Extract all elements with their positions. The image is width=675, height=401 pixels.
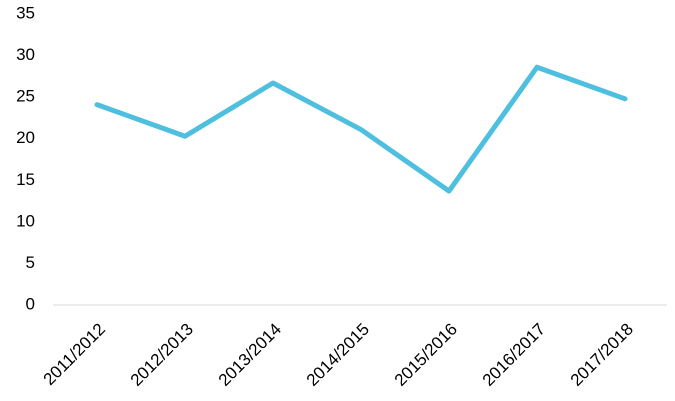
x-tick-label: 2016/2017 [479,320,549,390]
x-tick-label: 2013/2014 [215,320,285,390]
y-tick-label: 30 [16,45,35,64]
x-tick-label: 2012/2013 [127,320,197,390]
y-tick-label: 5 [26,253,35,272]
y-tick-label: 35 [16,3,35,22]
y-tick-label: 0 [26,294,35,313]
line-series [94,64,628,194]
y-tick-label: 15 [16,170,35,189]
x-tick-label: 2015/2016 [391,320,461,390]
y-tick-label: 10 [16,211,35,230]
x-tick-label: 2014/2015 [303,320,373,390]
x-tick-label: 2011/2012 [40,320,109,389]
y-tick-label: 25 [16,87,35,106]
x-tick-label: 2017/2018 [567,320,637,390]
y-tick-label: 20 [16,128,35,147]
